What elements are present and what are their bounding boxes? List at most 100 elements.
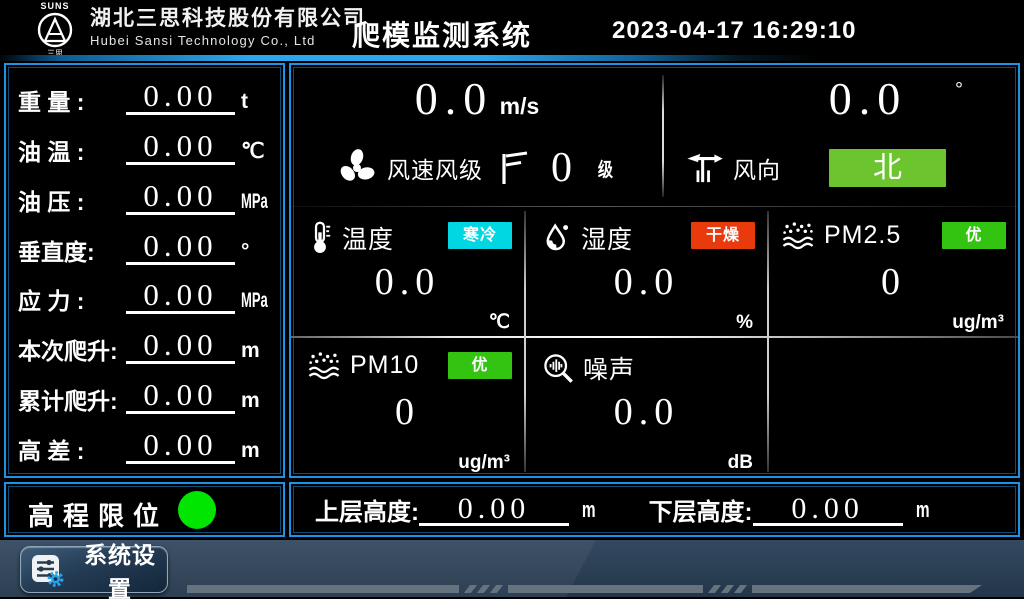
pm25-unit: ug/m³ (952, 312, 1004, 333)
metric-label: 高 差 : (18, 438, 85, 464)
metric-label: 应 力 : (18, 288, 85, 315)
pm25-status-badge: 优 (942, 222, 1006, 249)
metric-unit: MPa (241, 189, 268, 213)
dust-icon (782, 222, 814, 250)
metric-value: 0.00 (126, 180, 235, 215)
metric-unit: MPa (241, 289, 268, 313)
metric-label: 本次爬升: (18, 338, 118, 365)
pm25-cell: PM2.5 优 0 ug/m³ (769, 208, 1018, 336)
datetime-display: 2023-04-17 16:29:10 (612, 17, 857, 44)
metric-value: 0.00 (126, 279, 235, 315)
wind-direction-section: 0.0 ° 风向 北 (663, 65, 1018, 206)
taskbar-stripes (187, 585, 982, 593)
metric-row-current-climb: 本次爬升: 0.00 m (18, 320, 277, 370)
humidity-label: 湿度 (581, 226, 634, 254)
pm25-label: PM2.5 (824, 220, 902, 249)
humidity-status-badge: 干燥 (691, 222, 755, 249)
noise-value: 0.0 (613, 391, 680, 433)
wind-level-readout: 风速风级 0 级 (291, 139, 663, 197)
grid-divider (291, 336, 1018, 338)
pm25-value: 0 (881, 261, 906, 303)
wind-level-unit: 级 (597, 159, 614, 181)
dust-icon (308, 352, 340, 380)
wind-speed-unit: m/s (499, 93, 540, 119)
metric-row-stress: 应 力 : 0.00 MPa (18, 271, 277, 321)
metric-row-oil-temp: 油 温 : 0.00 ℃ (18, 121, 277, 171)
wind-section-divider (662, 75, 664, 197)
company-name: 湖北三思科技股份有限公司 Hubei Sansi Technology Co.,… (90, 5, 366, 50)
settings-button-label: 系统设置 (84, 541, 156, 599)
temperature-unit: ℃ (488, 312, 510, 333)
humidity-cell: 湿度 干燥 0.0 % (526, 208, 767, 336)
metric-row-oil-pressure: 油 压 : 0.00 MPa (18, 171, 277, 221)
header: SUNS 三思 湖北三思科技股份有限公司 Hubei Sansi Technol… (0, 0, 1024, 62)
upper-height-label: 上层高度: (315, 499, 419, 526)
metric-value: 0.00 (126, 80, 235, 115)
logo-suns-text: SUNS (40, 1, 70, 11)
wind-section: 0.0 m/s 风速风级 (291, 65, 1018, 206)
elevation-limit-label: 高程限位 (28, 501, 169, 531)
metric-row-verticality: 垂直度: 0.00 ° (18, 221, 277, 271)
humidity-value: 0.0 (613, 261, 680, 303)
taskbar: 系统设置 (0, 540, 1024, 599)
lower-height-value: 0.00 (752, 494, 903, 526)
page-title: 爬模监测系统 (352, 20, 533, 51)
grid-divider (291, 206, 1018, 207)
fan-icon (340, 149, 375, 181)
elevation-limit-indicator (178, 491, 216, 529)
metric-label: 累计爬升: (18, 388, 118, 415)
noise-icon (544, 354, 573, 383)
metric-label: 垂直度: (18, 238, 95, 265)
environment-panel: 0.0 m/s 风速风级 (289, 63, 1020, 478)
logo-sansi-text: 三思 (47, 49, 63, 58)
empty-cell (769, 338, 1018, 476)
wind-direction-degree: ° (955, 79, 963, 101)
humidity-unit: % (736, 312, 753, 333)
metric-unit: m (241, 339, 260, 363)
noise-cell: 噪声 0.0 dB (526, 338, 767, 476)
grid-divider (524, 211, 526, 472)
lower-height-unit: m (915, 496, 930, 522)
elevation-limit-box: 高程限位 (4, 482, 285, 537)
metric-label: 油 压 : (18, 188, 85, 215)
metric-value: 0.00 (126, 329, 235, 365)
wind-speed-section: 0.0 m/s 风速风级 (291, 65, 663, 206)
metrics-list: 重 量 : 0.00 t 油 温 : 0.00 ℃ 油 压 : 0.00 MPa… (18, 71, 277, 470)
temperature-label: 温度 (342, 226, 395, 254)
layer-heights-box: 上层高度: 0.00 m 下层高度: 0.00 m (289, 482, 1020, 537)
droplet-icon (546, 223, 569, 251)
temperature-status-badge: 寒冷 (448, 222, 512, 249)
metric-row-total-climb: 累计爬升: 0.00 m (18, 370, 277, 420)
metrics-panel: 重 量 : 0.00 t 油 温 : 0.00 ℃ 油 压 : 0.00 MPa… (4, 63, 285, 478)
metric-row-height-diff: 高 差 : 0.00 m (18, 420, 277, 470)
noise-label: 噪声 (583, 356, 636, 384)
pm10-value: 0 (395, 391, 420, 433)
wind-vane-icon (687, 153, 723, 183)
metric-value: 0.00 (126, 130, 235, 165)
metric-value: 0.00 (126, 429, 235, 464)
upper-height-unit: m (581, 496, 596, 522)
metric-unit: ℃ (241, 139, 265, 163)
company-name-en: Hubei Sansi Technology Co., Ltd (90, 33, 316, 48)
system-settings-button[interactable]: 系统设置 (20, 542, 168, 599)
noise-unit: dB (727, 452, 753, 473)
metric-unit: m (241, 439, 260, 462)
wind-speed-value: 0.0 (414, 73, 494, 124)
lower-height-label: 下层高度: (648, 499, 753, 526)
wind-level-value: 0 (551, 145, 572, 191)
wind-direction-readout: 风向 北 (663, 139, 1018, 197)
temperature-cell: 温度 寒冷 0.0 ℃ (291, 208, 524, 336)
header-accent-line (0, 55, 880, 61)
metric-label: 重 量 : (18, 88, 85, 115)
metric-unit: ° (241, 239, 250, 263)
metric-unit: t (241, 89, 248, 113)
wind-speed-label: 风速风级 (387, 157, 483, 183)
pm10-unit: ug/m³ (458, 452, 510, 473)
sliders-gear-icon (32, 554, 64, 587)
upper-height-value: 0.00 (419, 494, 569, 526)
metric-label: 油 温 : (18, 138, 85, 165)
temperature-value: 0.0 (374, 261, 441, 303)
metric-row-weight: 重 量 : 0.00 t (18, 71, 277, 121)
wind-direction-value: 0.0 (828, 73, 908, 124)
wind-direction-button[interactable]: 北 (829, 149, 946, 187)
